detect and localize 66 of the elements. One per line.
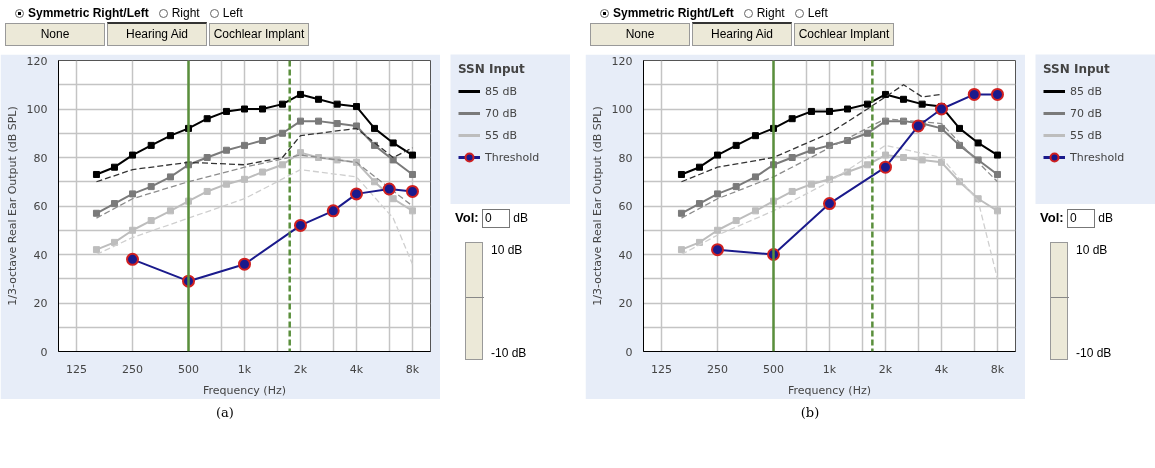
text: None bbox=[5, 23, 105, 47]
text: Vol: bbox=[455, 210, 479, 225]
text: Left bbox=[807, 6, 828, 20]
text: Hearing Aid bbox=[692, 22, 792, 47]
text: Hearing Aid bbox=[107, 22, 207, 47]
x-tick-label: 2k bbox=[878, 362, 893, 376]
text: Symmetric Right/Left bbox=[28, 6, 149, 20]
text: None bbox=[590, 23, 690, 47]
x-tick-label: 4k bbox=[349, 362, 364, 376]
x-tick-label: 1k bbox=[822, 362, 837, 376]
legend-title: SSN Input bbox=[1043, 62, 1111, 76]
legend-label: 55 dB bbox=[1070, 128, 1103, 142]
legend-title: SSN Input bbox=[458, 62, 526, 76]
x-tick-label: 4k bbox=[934, 362, 949, 376]
y-tick-label: 100 bbox=[26, 103, 48, 116]
y-tick-label: 60 bbox=[33, 200, 48, 213]
x-tick-label: 250 bbox=[122, 362, 144, 376]
text: Vol: bbox=[1040, 210, 1064, 225]
x-tick-label: 1k bbox=[237, 362, 252, 376]
x-tick-label: 250 bbox=[707, 362, 729, 376]
x-tick-label: 8k bbox=[990, 362, 1005, 376]
text: 10 dB bbox=[491, 242, 523, 260]
text: Symmetric Right/Left bbox=[613, 6, 734, 20]
y-tick-label: 80 bbox=[33, 151, 48, 165]
legend-label: Threshold bbox=[1070, 150, 1125, 164]
y-tick-label: 120 bbox=[611, 54, 633, 68]
legend-label: 85 dB bbox=[1070, 84, 1103, 98]
text: -10 dB bbox=[1076, 345, 1112, 362]
x-tick-label: 125 bbox=[66, 362, 88, 376]
legend-label: 85 dB bbox=[485, 84, 518, 98]
y-axis-title: 1/3-octave Real Ear Output (dB SPL) bbox=[5, 106, 19, 306]
legend-label: 55 dB bbox=[485, 128, 518, 142]
legend-label: Threshold bbox=[485, 150, 540, 164]
x-tick-label: 500 bbox=[178, 362, 200, 376]
text: (a) bbox=[215, 404, 235, 422]
x-tick-label: 2k bbox=[293, 362, 308, 376]
x-tick-label: 125 bbox=[651, 362, 673, 376]
y-tick-label: 40 bbox=[33, 248, 48, 262]
text: Cochlear Implant bbox=[209, 23, 309, 47]
y-tick-label: 20 bbox=[33, 297, 48, 310]
text: Right bbox=[756, 6, 785, 20]
y-tick-label: 20 bbox=[618, 297, 633, 310]
x-tick-label: 8k bbox=[405, 362, 420, 376]
text: dB bbox=[513, 211, 528, 225]
x-tick-label: 500 bbox=[763, 362, 785, 376]
text: 10 dB bbox=[1076, 242, 1108, 260]
x-axis-title: Frequency (Hz) bbox=[203, 383, 286, 397]
y-tick-label: 0 bbox=[625, 345, 633, 359]
y-tick-label: 60 bbox=[618, 200, 633, 213]
x-axis-title: Frequency (Hz) bbox=[788, 383, 871, 397]
legend-label: 70 dB bbox=[485, 106, 518, 120]
text: -10 dB bbox=[491, 345, 527, 362]
legend-label: 70 dB bbox=[1070, 106, 1103, 120]
text: Cochlear Implant bbox=[794, 23, 894, 47]
text: Right bbox=[171, 6, 200, 20]
y-tick-label: 0 bbox=[40, 345, 48, 359]
y-axis-title: 1/3-octave Real Ear Output (dB SPL) bbox=[590, 106, 604, 306]
y-tick-label: 100 bbox=[611, 103, 633, 116]
text: 0 bbox=[481, 209, 510, 229]
text: dB bbox=[1098, 211, 1113, 225]
y-tick-label: 80 bbox=[618, 151, 633, 165]
y-tick-label: 120 bbox=[26, 54, 48, 68]
text: Left bbox=[222, 6, 243, 20]
text: 0 bbox=[1066, 209, 1095, 229]
y-tick-label: 40 bbox=[618, 248, 633, 262]
text: (b) bbox=[799, 404, 821, 422]
